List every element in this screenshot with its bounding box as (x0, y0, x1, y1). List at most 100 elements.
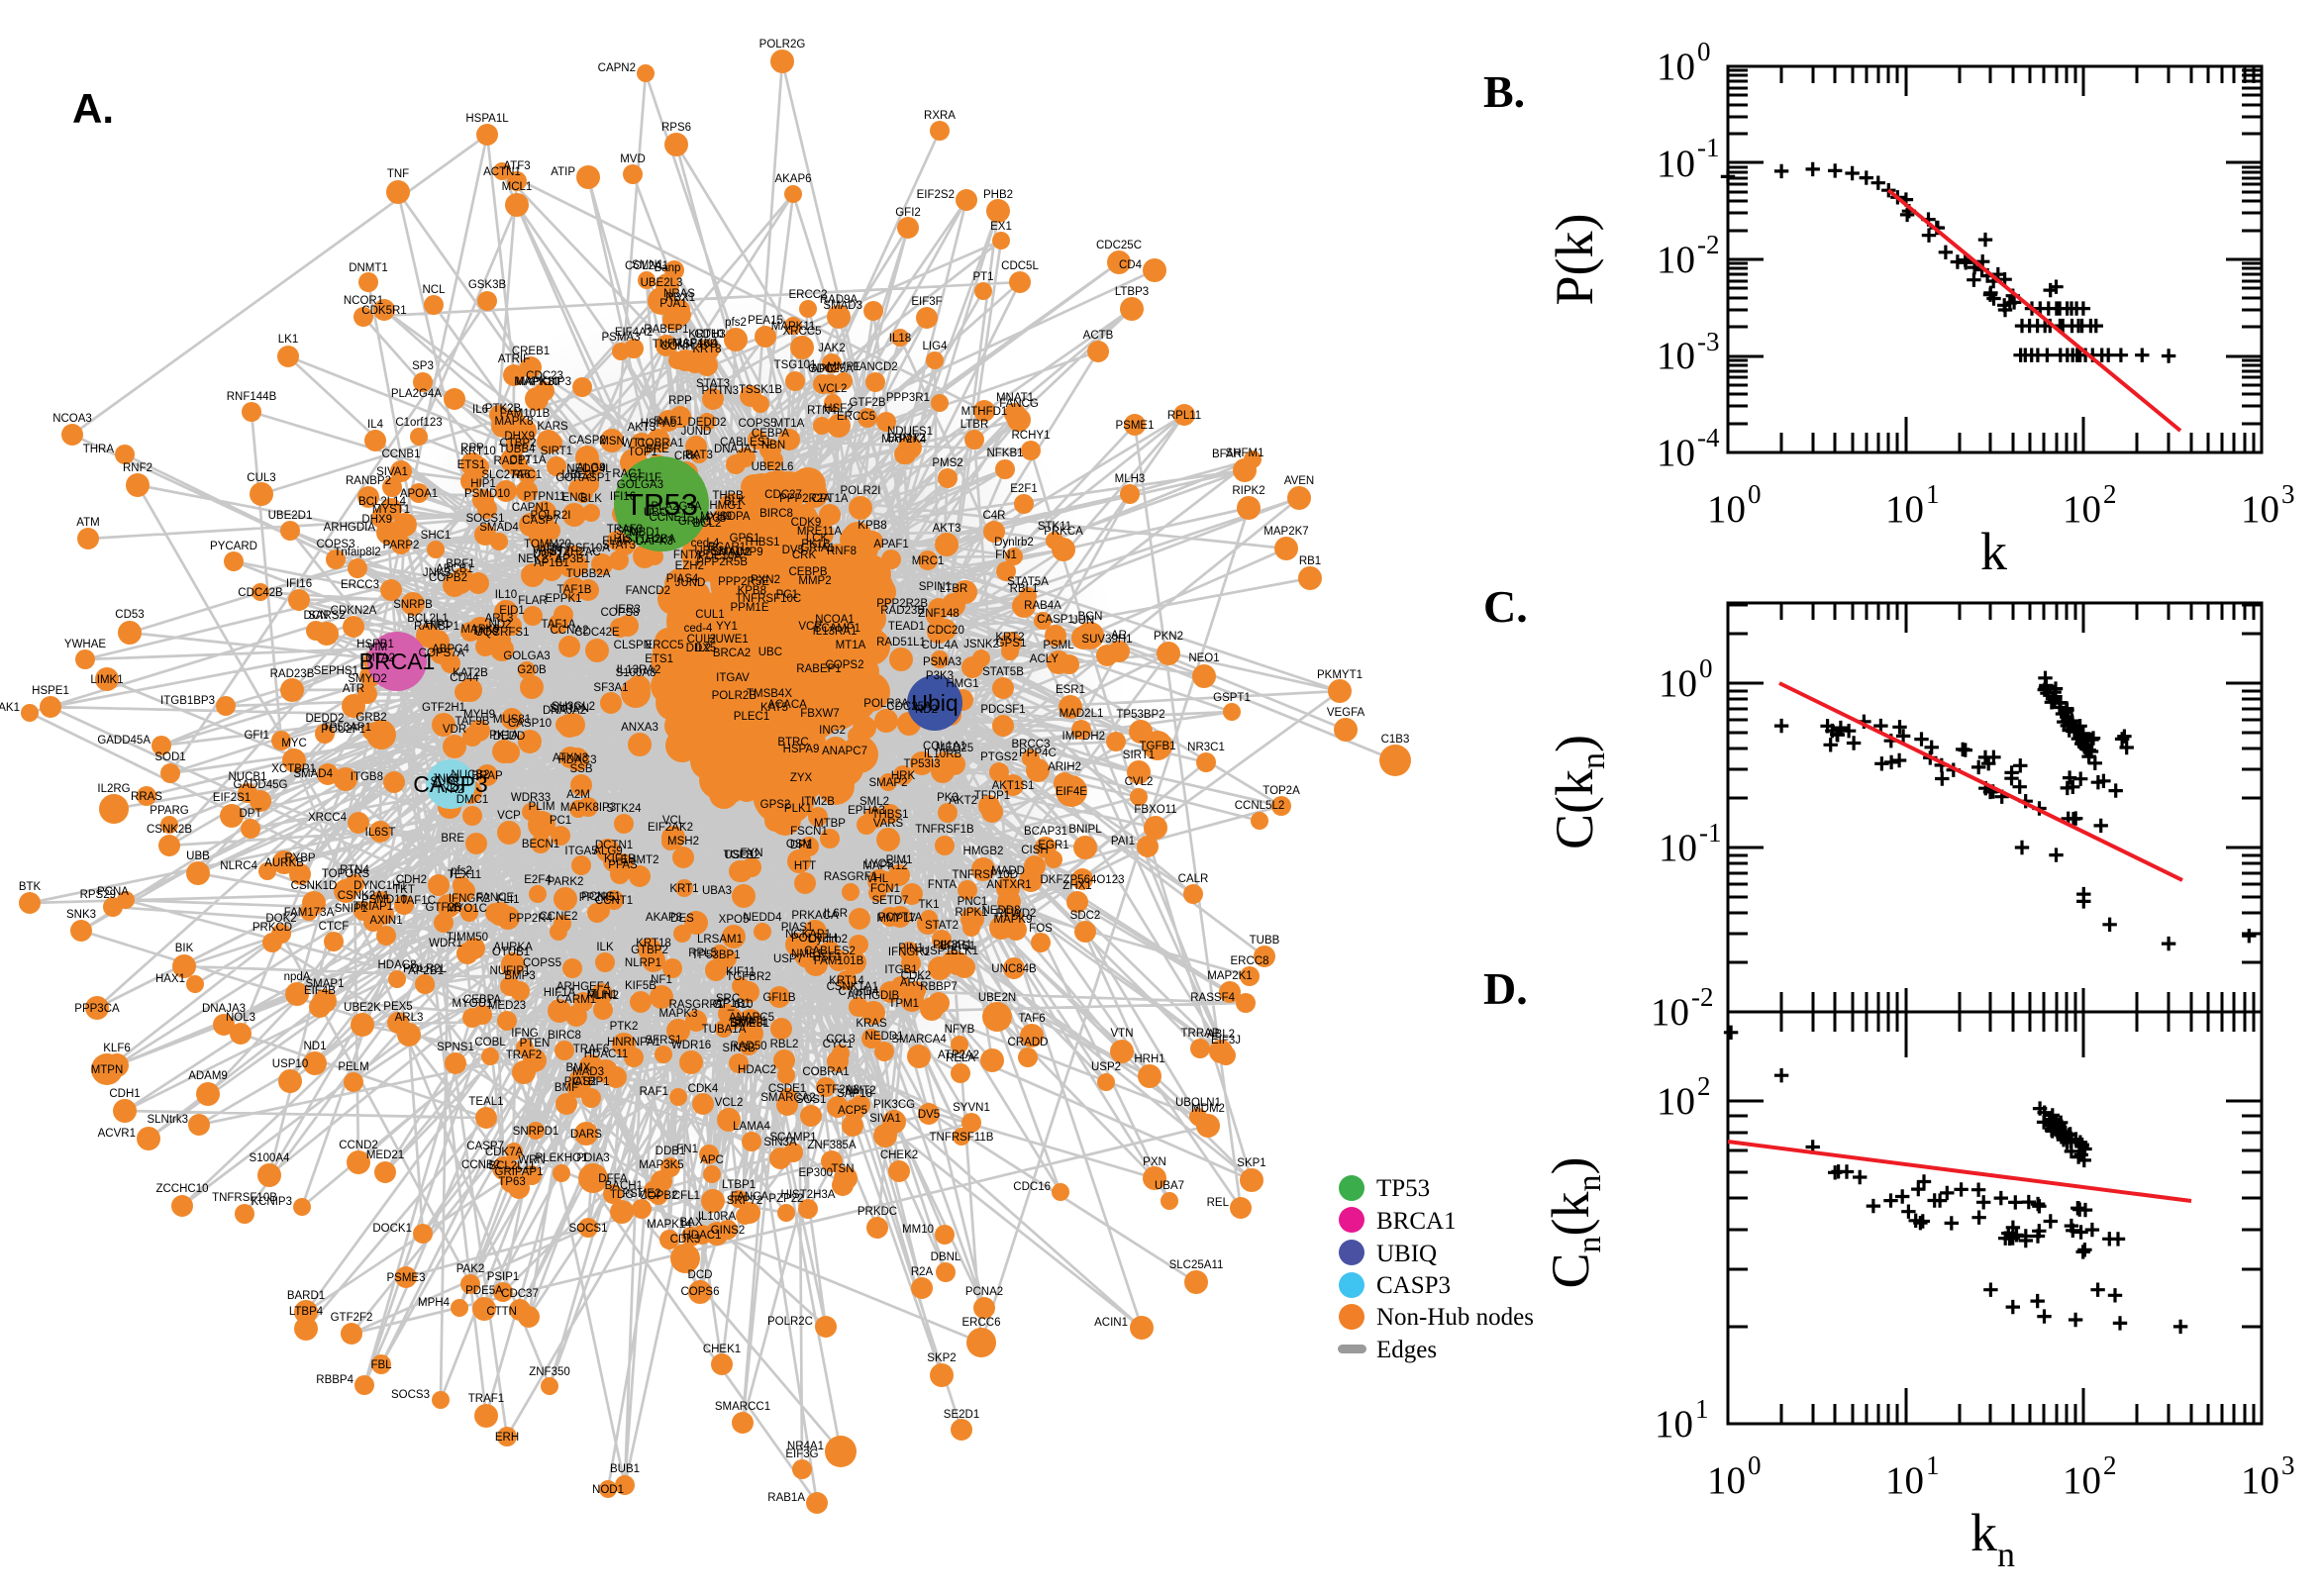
svg-text:2: 2 (2103, 1450, 2117, 1480)
svg-text:COBL: COBL (474, 1037, 506, 1048)
svg-text:TGFBR2: TGFBR2 (726, 971, 770, 983)
svg-text:REL: REL (1207, 1197, 1230, 1209)
svg-text:IL6R: IL6R (824, 908, 848, 920)
svg-text:SETD7: SETD7 (871, 895, 908, 907)
svg-text:ATF3: ATF3 (503, 160, 530, 172)
svg-text:S100A4: S100A4 (250, 1152, 291, 1164)
svg-text:RPL5: RPL5 (688, 948, 717, 959)
svg-text:SOCS1: SOCS1 (466, 513, 505, 525)
svg-text:ced-4: ced-4 (691, 538, 720, 549)
svg-text:STK24: STK24 (606, 803, 642, 815)
svg-text:ITGA5: ITGA5 (564, 846, 597, 857)
svg-text:WDR1: WDR1 (429, 938, 462, 949)
svg-text:BIK: BIK (175, 943, 194, 954)
svg-text:ZNF148: ZNF148 (918, 608, 960, 620)
svg-text:MT1A: MT1A (836, 640, 866, 651)
svg-text:DHX9: DHX9 (504, 431, 535, 443)
svg-text:USP10: USP10 (272, 1058, 308, 1070)
svg-text:CISH: CISH (1021, 845, 1048, 856)
svg-text:COPS2: COPS2 (826, 659, 864, 671)
svg-text:MAD3: MAD3 (572, 1066, 604, 1078)
svg-text:PSIP1: PSIP1 (487, 1271, 520, 1283)
svg-text:STAT3: STAT3 (602, 540, 636, 551)
svg-text:TIMM50: TIMM50 (447, 932, 488, 944)
svg-text:UBE2L6: UBE2L6 (752, 461, 794, 473)
svg-text:JSNK2: JSNK2 (963, 639, 999, 650)
svg-text:HSPA9: HSPA9 (783, 744, 820, 755)
svg-text:CEBPA: CEBPA (463, 994, 501, 1006)
svg-text:DCD: DCD (688, 1269, 713, 1281)
svg-text:BRE: BRE (646, 444, 669, 455)
svg-text:STAT5A: STAT5A (1007, 576, 1049, 588)
svg-text:SMARCA2: SMARCA2 (760, 1092, 816, 1104)
svg-text:MTHFD1: MTHFD1 (961, 406, 1008, 418)
svg-text:10: 10 (1657, 239, 1695, 281)
svg-text:CTTN: CTTN (486, 1306, 517, 1318)
svg-text:PAK2: PAK2 (456, 1263, 485, 1275)
svg-text:PYCARD: PYCARD (210, 541, 257, 552)
svg-text:DFFA: DFFA (598, 1173, 628, 1185)
svg-text:SE2D1: SE2D1 (944, 1409, 979, 1421)
svg-text:PRKCA: PRKCA (1044, 526, 1083, 538)
svg-text:EHMT2: EHMT2 (887, 433, 926, 445)
svg-text:10: 10 (1659, 827, 1697, 869)
svg-text:FNTA: FNTA (928, 879, 958, 891)
svg-text:LCK: LCK (806, 533, 829, 545)
svg-text:DES: DES (670, 913, 694, 925)
svg-text:MMP9: MMP9 (730, 547, 762, 558)
svg-text:SUV39H1: SUV39H1 (1081, 634, 1132, 646)
svg-text:STAT3: STAT3 (696, 378, 730, 390)
svg-text:STAT2: STAT2 (925, 920, 959, 932)
svg-text:CCNT1: CCNT1 (595, 895, 633, 907)
svg-text:TUBB4: TUBB4 (498, 444, 536, 455)
svg-text:HMGB2: HMGB2 (963, 846, 1004, 857)
svg-text:SFN: SFN (616, 526, 639, 538)
svg-text:COL1A1: COL1A1 (923, 741, 966, 752)
svg-text:SMYD2: SMYD2 (348, 673, 387, 685)
svg-text:USO1: USO1 (724, 849, 755, 861)
svg-text:POLR2C: POLR2C (767, 1316, 813, 1328)
svg-text:NLRC4: NLRC4 (220, 860, 257, 872)
svg-text:GPS1: GPS1 (996, 638, 1027, 649)
svg-text:ced-4: ced-4 (684, 623, 713, 635)
svg-text:KIF1B: KIF1B (604, 853, 636, 865)
svg-text:MAPK8: MAPK8 (495, 416, 534, 428)
svg-text:C.: C. (1483, 581, 1528, 632)
svg-text:FLI1: FLI1 (496, 894, 519, 906)
svg-text:POLR2G: POLR2G (759, 39, 806, 50)
svg-text:RB1: RB1 (1299, 555, 1321, 567)
svg-text:EP300: EP300 (798, 1167, 833, 1179)
svg-text:RTN4: RTN4 (807, 405, 837, 417)
svg-text:PRKCD: PRKCD (252, 922, 292, 934)
svg-text:IL2RG: IL2RG (97, 783, 130, 795)
svg-text:TKT: TKT (393, 884, 415, 896)
svg-text:NMT2: NMT2 (845, 1085, 875, 1097)
svg-text:CDC42E: CDC42E (574, 627, 620, 639)
svg-text:CASP7: CASP7 (466, 1141, 504, 1152)
svg-text:DEDD2: DEDD2 (688, 417, 727, 429)
svg-text:ITGB8: ITGB8 (351, 771, 383, 783)
svg-text:MAP4K4: MAP4K4 (672, 338, 718, 349)
svg-text:0: 0 (1699, 653, 1713, 683)
svg-text:IFI16: IFI16 (286, 578, 312, 590)
svg-text:NF1: NF1 (651, 974, 672, 986)
svg-text:TRAF2: TRAF2 (506, 1049, 542, 1061)
svg-text:IL10RB: IL10RB (924, 748, 962, 760)
svg-text:TGFB1: TGFB1 (1139, 741, 1175, 752)
svg-text:CABLES2: CABLES2 (804, 946, 856, 957)
svg-text:E2F4: E2F4 (524, 874, 552, 886)
svg-text:TEAD1: TEAD1 (888, 621, 925, 633)
svg-text:STAT1: STAT1 (734, 1016, 767, 1028)
svg-text:PLIN2: PLIN2 (587, 990, 619, 1002)
svg-text:TNFRSF11B: TNFRSF11B (930, 1132, 994, 1144)
svg-text:MAPK8IP3: MAPK8IP3 (516, 376, 571, 388)
svg-text:UNC84B: UNC84B (991, 963, 1037, 975)
svg-text:MLH3: MLH3 (1115, 473, 1146, 485)
svg-text:P3K3: P3K3 (926, 670, 954, 682)
svg-text:DEDD2: DEDD2 (306, 713, 345, 725)
svg-text:BMF: BMF (555, 1082, 578, 1094)
svg-text:GRIA1: GRIA1 (800, 543, 835, 554)
svg-text:PEX5: PEX5 (383, 1001, 412, 1013)
svg-text:RNF2: RNF2 (123, 462, 152, 474)
svg-text:NME1: NME1 (791, 948, 823, 960)
